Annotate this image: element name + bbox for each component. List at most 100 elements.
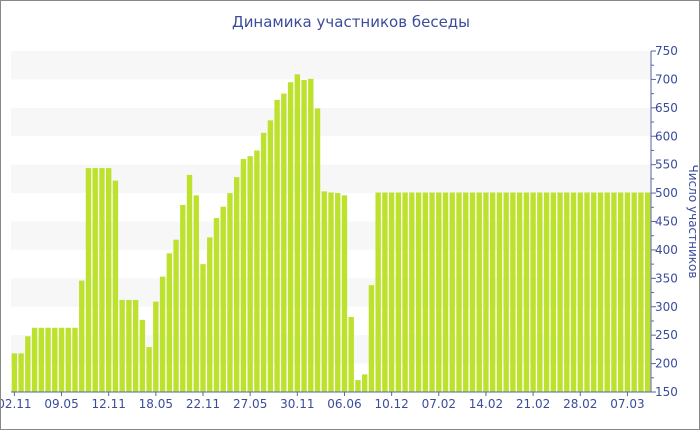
bar — [496, 192, 503, 392]
y-tick-label: 250 — [655, 328, 678, 342]
y-tick-label: 450 — [655, 215, 678, 229]
bar — [564, 192, 570, 392]
bar — [18, 353, 24, 392]
bar — [449, 192, 455, 392]
bar — [388, 192, 395, 392]
bar — [180, 205, 186, 392]
y-tick-label: 500 — [655, 186, 678, 200]
x-tick-label: 28.02 — [563, 397, 597, 411]
bar — [530, 192, 536, 392]
bar — [308, 78, 314, 393]
bar — [79, 280, 85, 392]
x-tick-label: 10.12 — [374, 397, 408, 411]
bar — [550, 192, 557, 392]
bar — [247, 156, 253, 392]
bar — [119, 299, 125, 392]
grid-band — [11, 107, 651, 137]
bar — [335, 193, 341, 392]
bar — [361, 374, 368, 392]
bar — [382, 192, 388, 392]
y-tick-label: 300 — [655, 300, 678, 314]
bar — [254, 150, 260, 392]
bar — [193, 195, 199, 392]
bar — [227, 193, 233, 392]
grid-band — [11, 51, 651, 80]
bar — [11, 353, 18, 392]
x-tick-label: 18.05 — [139, 397, 173, 411]
bar — [611, 192, 617, 392]
bar — [321, 191, 327, 392]
bar — [463, 192, 469, 392]
bar — [200, 264, 206, 392]
bar — [395, 192, 402, 392]
bar — [355, 380, 361, 392]
bar — [233, 177, 240, 392]
bar — [260, 132, 267, 392]
bar — [274, 99, 280, 393]
y-tick-label: 400 — [655, 243, 678, 257]
bar — [584, 192, 590, 392]
x-tick-label: 07.02 — [422, 397, 456, 411]
bar — [328, 192, 334, 392]
x-tick-label: 09.05 — [44, 397, 78, 411]
bar — [503, 192, 509, 392]
y-tick-label: 550 — [655, 158, 678, 172]
bar — [220, 206, 226, 392]
bar — [456, 192, 462, 392]
bar — [422, 192, 429, 392]
bar — [153, 301, 159, 392]
bar — [25, 336, 31, 392]
bar — [469, 192, 476, 392]
bar — [415, 192, 422, 392]
bar — [436, 192, 442, 392]
bar — [368, 285, 375, 392]
bar — [617, 192, 624, 392]
bar — [92, 168, 98, 392]
bar — [146, 347, 152, 392]
bar — [105, 168, 112, 392]
bar — [207, 237, 213, 392]
y-tick-label: 700 — [655, 72, 678, 86]
bar — [510, 192, 516, 392]
bar — [45, 327, 51, 392]
bar — [638, 192, 644, 392]
x-tick-label: 14.02 — [469, 397, 503, 411]
bar — [597, 192, 604, 392]
bar — [577, 192, 583, 392]
bar — [173, 239, 179, 392]
y-tick-label: 350 — [655, 271, 678, 285]
bar — [186, 174, 193, 392]
bar — [557, 192, 563, 392]
bar — [442, 192, 449, 392]
bar — [375, 192, 381, 392]
bar — [644, 192, 651, 392]
bar — [543, 192, 550, 392]
x-tick-label: 06.06 — [327, 397, 361, 411]
bar — [483, 192, 489, 392]
bar — [287, 82, 294, 392]
y-tick-label: 150 — [655, 385, 678, 399]
bar — [523, 192, 530, 392]
bar — [213, 218, 220, 392]
x-tick-label: 30.11 — [280, 397, 314, 411]
x-tick-label: 27.05 — [233, 397, 267, 411]
bar — [139, 319, 146, 392]
bar — [281, 93, 287, 392]
bar — [99, 168, 105, 392]
bar — [159, 276, 166, 392]
bar — [166, 253, 173, 392]
y-tick-label: 600 — [655, 129, 678, 143]
chart-title: Динамика участников беседы — [231, 13, 471, 31]
bar — [624, 192, 631, 392]
bar — [429, 192, 435, 392]
bar — [409, 192, 415, 392]
x-tick-label: 02.11 — [1, 397, 32, 411]
bar — [341, 195, 348, 392]
y-tick-label: 650 — [655, 101, 678, 115]
x-tick-label: 12.11 — [92, 397, 126, 411]
bar — [65, 327, 71, 392]
bar — [31, 327, 38, 392]
bar — [52, 327, 58, 392]
bar — [604, 192, 610, 392]
